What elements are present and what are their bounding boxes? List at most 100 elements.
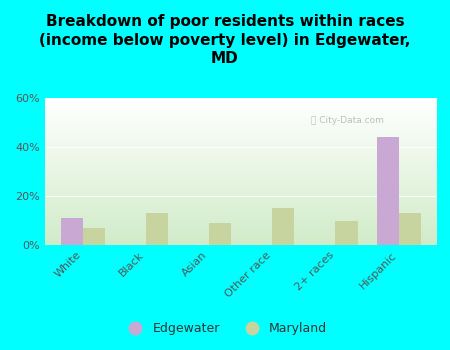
Bar <box>45 150 436 151</box>
Bar <box>45 104 436 105</box>
Bar <box>45 154 436 155</box>
Bar <box>45 158 436 159</box>
Bar <box>61 218 83 245</box>
Bar <box>45 172 436 173</box>
Bar <box>45 125 436 126</box>
Bar <box>45 109 436 110</box>
Bar <box>45 179 436 180</box>
Bar <box>45 194 436 195</box>
Bar <box>45 118 436 119</box>
Bar <box>45 186 436 187</box>
Bar <box>45 134 436 135</box>
Bar <box>45 187 436 188</box>
Bar <box>45 108 436 109</box>
Bar <box>45 135 436 136</box>
Bar <box>45 207 436 208</box>
Bar <box>45 238 436 239</box>
Bar <box>45 147 436 148</box>
Bar <box>45 178 436 179</box>
Bar <box>45 126 436 127</box>
Bar <box>45 224 436 225</box>
Bar <box>45 195 436 196</box>
Bar <box>45 148 436 149</box>
Bar <box>45 163 436 164</box>
Bar <box>45 136 436 137</box>
Bar <box>45 117 436 118</box>
Bar <box>45 169 436 170</box>
Bar <box>45 243 436 244</box>
Bar <box>45 189 436 190</box>
Bar <box>45 191 436 192</box>
Bar <box>45 141 436 142</box>
Bar <box>45 124 436 125</box>
Bar <box>209 223 231 245</box>
Bar <box>45 242 436 243</box>
Bar <box>45 203 436 204</box>
Bar <box>45 127 436 128</box>
Bar <box>45 152 436 153</box>
Bar <box>45 221 436 222</box>
Bar <box>45 159 436 160</box>
Bar <box>45 113 436 114</box>
Bar <box>45 106 436 107</box>
Bar <box>45 192 436 193</box>
Bar <box>45 107 436 108</box>
Bar <box>272 208 294 245</box>
Legend: Edgewater, Maryland: Edgewater, Maryland <box>118 317 332 340</box>
Bar <box>45 212 436 213</box>
Bar <box>45 232 436 233</box>
Bar <box>45 157 436 158</box>
Bar <box>45 225 436 226</box>
Bar <box>45 205 436 206</box>
Bar <box>45 98 436 99</box>
Bar <box>45 190 436 191</box>
Bar <box>45 146 436 147</box>
Bar <box>45 138 436 139</box>
Bar <box>45 196 436 197</box>
Bar <box>45 230 436 231</box>
Bar <box>45 180 436 181</box>
Bar <box>45 241 436 242</box>
Bar <box>45 111 436 112</box>
Bar <box>45 197 436 198</box>
Bar <box>45 99 436 100</box>
Bar <box>45 137 436 138</box>
Bar <box>45 151 436 152</box>
Bar <box>45 244 436 245</box>
Bar <box>45 173 436 174</box>
Bar <box>45 202 436 203</box>
Bar <box>45 237 436 238</box>
Bar <box>45 188 436 189</box>
Bar <box>335 220 358 245</box>
Bar <box>45 139 436 140</box>
Bar <box>45 112 436 113</box>
Bar <box>45 128 436 129</box>
Text: ⓒ City-Data.com: ⓒ City-Data.com <box>311 116 384 125</box>
Bar <box>45 240 436 241</box>
Bar <box>45 110 436 111</box>
Bar <box>45 211 436 212</box>
Bar <box>45 168 436 169</box>
Bar <box>45 164 436 165</box>
Bar <box>45 177 436 178</box>
Bar <box>83 228 105 245</box>
Bar <box>45 220 436 221</box>
Bar <box>45 119 436 120</box>
Bar <box>377 137 399 245</box>
Bar <box>45 100 436 101</box>
Bar <box>399 213 421 245</box>
Bar <box>45 209 436 210</box>
Bar <box>45 234 436 235</box>
Bar <box>45 162 436 163</box>
Bar <box>45 236 436 237</box>
Bar <box>45 149 436 150</box>
Bar <box>45 227 436 228</box>
Bar <box>45 193 436 194</box>
Bar <box>45 116 436 117</box>
Bar <box>45 216 436 217</box>
Bar <box>45 198 436 199</box>
Bar <box>45 185 436 186</box>
Bar <box>45 235 436 236</box>
Bar <box>45 204 436 205</box>
Bar <box>45 123 436 124</box>
